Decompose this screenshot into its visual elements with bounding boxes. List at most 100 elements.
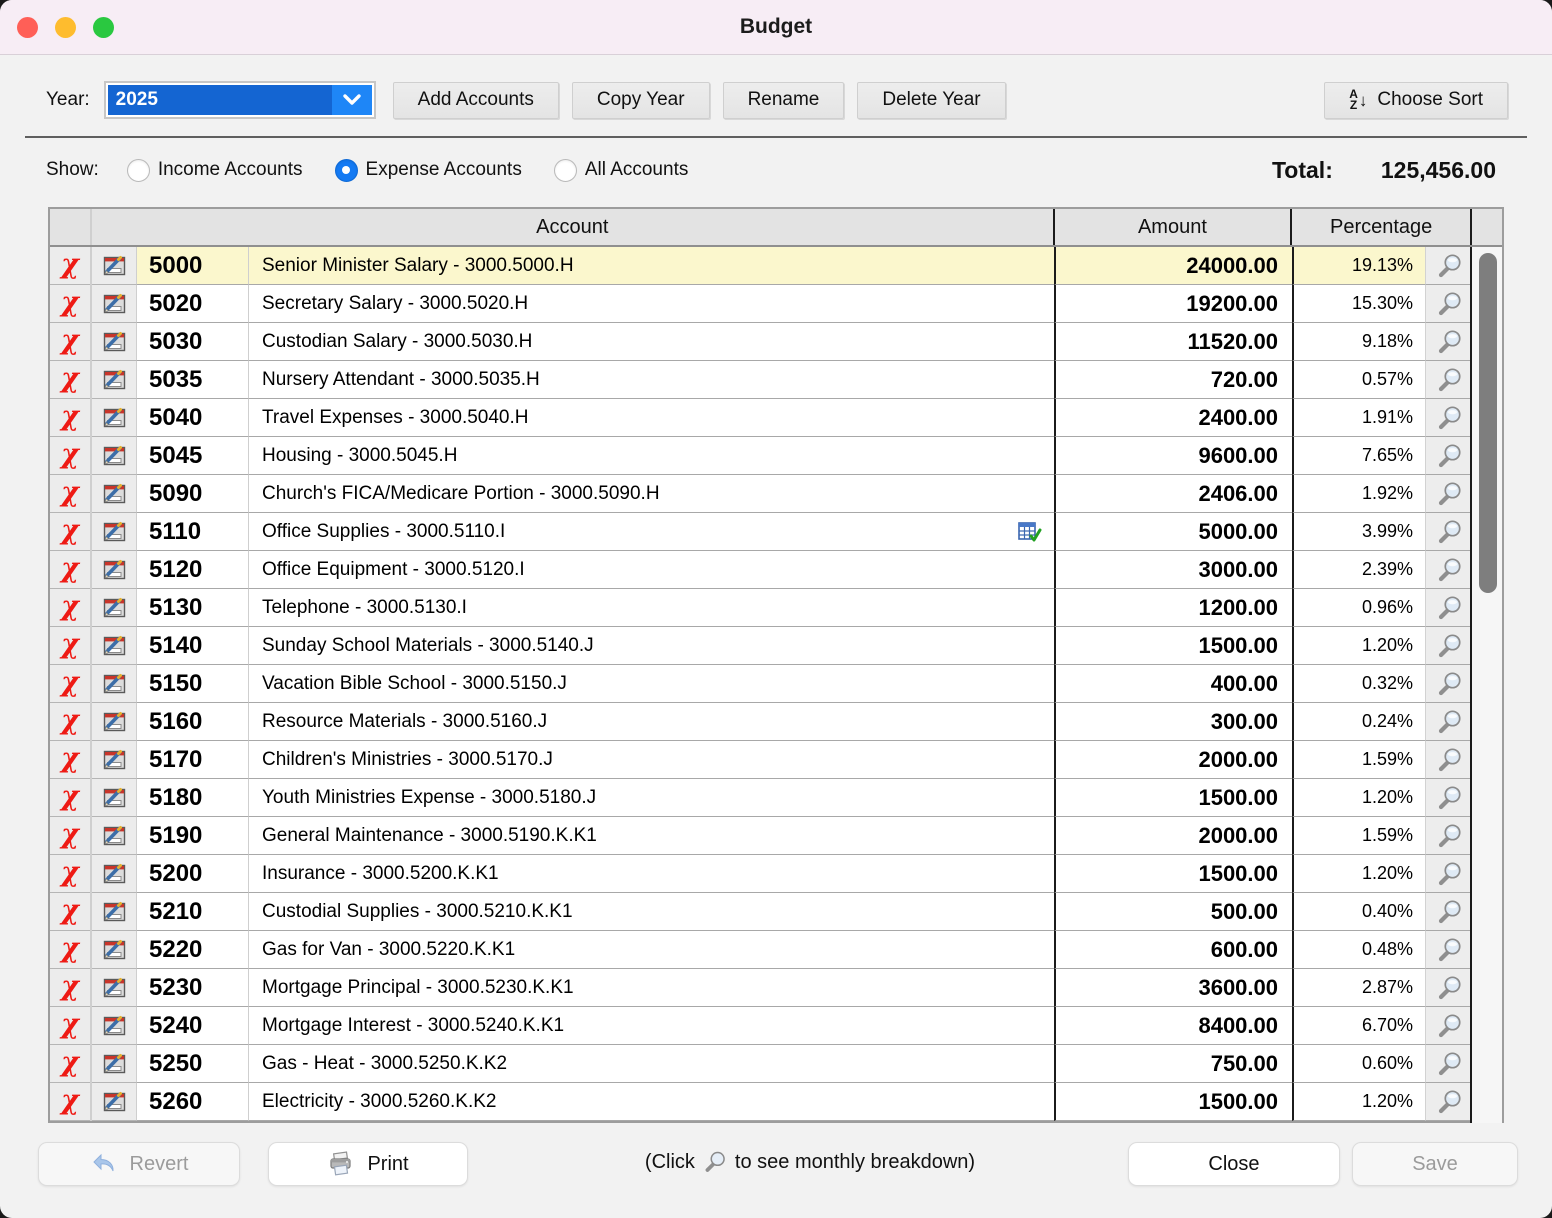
monthly-breakdown-button[interactable] <box>1425 627 1472 665</box>
amount-value[interactable]: 24000.00 <box>1054 247 1292 285</box>
table-row[interactable]: χ 5190 General Maintenance - 3000.5190.K… <box>50 817 1502 855</box>
edit-row-button[interactable] <box>92 855 136 893</box>
edit-row-button[interactable] <box>92 931 136 969</box>
monthly-breakdown-button[interactable] <box>1425 931 1472 969</box>
table-row[interactable]: χ 5120 Office Equipment - 3000.5120.I <box>50 551 1502 589</box>
table-row[interactable]: χ 5040 Travel Expenses - 3000.5040.H <box>50 399 1502 437</box>
delete-row-button[interactable]: χ <box>50 247 90 285</box>
edit-row-button[interactable] <box>92 817 136 855</box>
account-name-cell[interactable]: Sunday School Materials - 3000.5140.J <box>248 627 1054 665</box>
zoom-window-icon[interactable] <box>93 17 114 38</box>
account-name-cell[interactable]: Housing - 3000.5045.H <box>248 437 1054 475</box>
delete-row-button[interactable]: χ <box>50 665 90 703</box>
edit-row-button[interactable] <box>92 475 136 513</box>
edit-row-button[interactable] <box>92 893 136 931</box>
radio-all-accounts[interactable]: All Accounts <box>553 158 688 182</box>
delete-row-button[interactable]: χ <box>50 285 90 323</box>
table-row[interactable]: χ 5020 Secretary Salary - 3000.5020.H <box>50 285 1502 323</box>
account-name-cell[interactable]: Resource Materials - 3000.5160.J <box>248 703 1054 741</box>
account-name-cell[interactable]: Custodial Supplies - 3000.5210.K.K1 <box>248 893 1054 931</box>
amount-value[interactable]: 600.00 <box>1054 931 1292 969</box>
delete-row-button[interactable]: χ <box>50 399 90 437</box>
table-row[interactable]: χ 5260 Electricity - 3000.5260.K.K2 <box>50 1083 1502 1121</box>
revert-button[interactable]: Revert <box>38 1142 240 1186</box>
monthly-breakdown-button[interactable] <box>1425 551 1472 589</box>
delete-row-button[interactable]: χ <box>50 703 90 741</box>
delete-row-button[interactable]: χ <box>50 1007 90 1045</box>
monthly-breakdown-button[interactable] <box>1425 779 1472 817</box>
year-select[interactable]: 2025 <box>103 81 376 119</box>
account-name-cell[interactable]: Mortgage Principal - 3000.5230.K.K1 <box>248 969 1054 1007</box>
table-row[interactable]: χ 5045 Housing - 3000.5045.H <box>50 437 1502 475</box>
account-name-cell[interactable]: General Maintenance - 3000.5190.K.K1 <box>248 817 1054 855</box>
table-row[interactable]: χ 5230 Mortgage Principal - 3000.5230.K.… <box>50 969 1502 1007</box>
account-name-cell[interactable]: Children's Ministries - 3000.5170.J <box>248 741 1054 779</box>
table-row[interactable]: χ 5180 Youth Ministries Expense - 3000.5… <box>50 779 1502 817</box>
delete-row-button[interactable]: χ <box>50 1045 90 1083</box>
table-row[interactable]: χ 5000 Senior Minister Salary - 3000.500… <box>50 247 1502 285</box>
monthly-breakdown-button[interactable] <box>1425 475 1472 513</box>
amount-value[interactable]: 1200.00 <box>1054 589 1292 627</box>
delete-row-button[interactable]: χ <box>50 817 90 855</box>
edit-row-button[interactable] <box>92 361 136 399</box>
edit-row-button[interactable] <box>92 285 136 323</box>
monthly-breakdown-button[interactable] <box>1425 741 1472 779</box>
delete-row-button[interactable]: χ <box>50 589 90 627</box>
delete-row-button[interactable]: χ <box>50 437 90 475</box>
amount-value[interactable]: 9600.00 <box>1054 437 1292 475</box>
edit-row-button[interactable] <box>92 1007 136 1045</box>
monthly-breakdown-button[interactable] <box>1425 285 1472 323</box>
edit-row-button[interactable] <box>92 969 136 1007</box>
radio-income-accounts[interactable]: Income Accounts <box>126 158 303 182</box>
amount-value[interactable]: 19200.00 <box>1054 285 1292 323</box>
edit-row-button[interactable] <box>92 247 136 285</box>
monthly-breakdown-button[interactable] <box>1425 513 1472 551</box>
monthly-breakdown-button[interactable] <box>1425 323 1472 361</box>
delete-row-button[interactable]: χ <box>50 969 90 1007</box>
edit-row-button[interactable] <box>92 779 136 817</box>
account-name-cell[interactable]: Nursery Attendant - 3000.5035.H <box>248 361 1054 399</box>
table-row[interactable]: χ 5250 Gas - Heat - 3000.5250.K.K2 <box>50 1045 1502 1083</box>
delete-row-button[interactable]: χ <box>50 893 90 931</box>
edit-row-button[interactable] <box>92 703 136 741</box>
delete-row-button[interactable]: χ <box>50 551 90 589</box>
amount-value[interactable]: 500.00 <box>1054 893 1292 931</box>
amount-value[interactable]: 2000.00 <box>1054 741 1292 779</box>
account-name-cell[interactable]: Telephone - 3000.5130.I <box>248 589 1054 627</box>
table-row[interactable]: χ 5150 Vacation Bible School - 3000.5150… <box>50 665 1502 703</box>
account-name-cell[interactable]: Office Supplies - 3000.5110.I <box>248 513 1054 551</box>
delete-row-button[interactable]: χ <box>50 475 90 513</box>
table-row[interactable]: χ 5200 Insurance - 3000.5200.K.K1 <box>50 855 1502 893</box>
amount-value[interactable]: 2000.00 <box>1054 817 1292 855</box>
delete-row-button[interactable]: χ <box>50 931 90 969</box>
amount-value[interactable]: 5000.00 <box>1054 513 1292 551</box>
amount-value[interactable]: 1500.00 <box>1054 1083 1292 1121</box>
account-name-cell[interactable]: Insurance - 3000.5200.K.K1 <box>248 855 1054 893</box>
account-name-cell[interactable]: Travel Expenses - 3000.5040.H <box>248 399 1054 437</box>
amount-value[interactable]: 3600.00 <box>1054 969 1292 1007</box>
account-name-cell[interactable]: Youth Ministries Expense - 3000.5180.J <box>248 779 1054 817</box>
amount-value[interactable]: 2406.00 <box>1054 475 1292 513</box>
table-row[interactable]: χ 5220 Gas for Van - 3000.5220.K.K1 <box>50 931 1502 969</box>
amount-value[interactable]: 3000.00 <box>1054 551 1292 589</box>
vertical-scrollbar[interactable] <box>1470 247 1502 1123</box>
table-row[interactable]: χ 5140 Sunday School Materials - 3000.51… <box>50 627 1502 665</box>
monthly-breakdown-button[interactable] <box>1425 1083 1472 1121</box>
amount-value[interactable]: 1500.00 <box>1054 855 1292 893</box>
table-row[interactable]: χ 5210 Custodial Supplies - 3000.5210.K.… <box>50 893 1502 931</box>
delete-year-button[interactable]: Delete Year <box>857 81 1006 119</box>
account-name-cell[interactable]: Church's FICA/Medicare Portion - 3000.50… <box>248 475 1054 513</box>
edit-row-button[interactable] <box>92 1045 136 1083</box>
edit-row-button[interactable] <box>92 551 136 589</box>
table-row[interactable]: χ 5090 Church's FICA/Medicare Portion - … <box>50 475 1502 513</box>
account-name-cell[interactable]: Senior Minister Salary - 3000.5000.H <box>248 247 1054 285</box>
account-name-cell[interactable]: Secretary Salary - 3000.5020.H <box>248 285 1054 323</box>
add-accounts-button[interactable]: Add Accounts <box>392 81 559 119</box>
monthly-breakdown-button[interactable] <box>1425 399 1472 437</box>
amount-value[interactable]: 300.00 <box>1054 703 1292 741</box>
edit-row-button[interactable] <box>92 1083 136 1121</box>
delete-row-button[interactable]: χ <box>50 627 90 665</box>
scrollbar-thumb[interactable] <box>1479 253 1497 593</box>
monthly-breakdown-button[interactable] <box>1425 1007 1472 1045</box>
amount-value[interactable]: 8400.00 <box>1054 1007 1292 1045</box>
